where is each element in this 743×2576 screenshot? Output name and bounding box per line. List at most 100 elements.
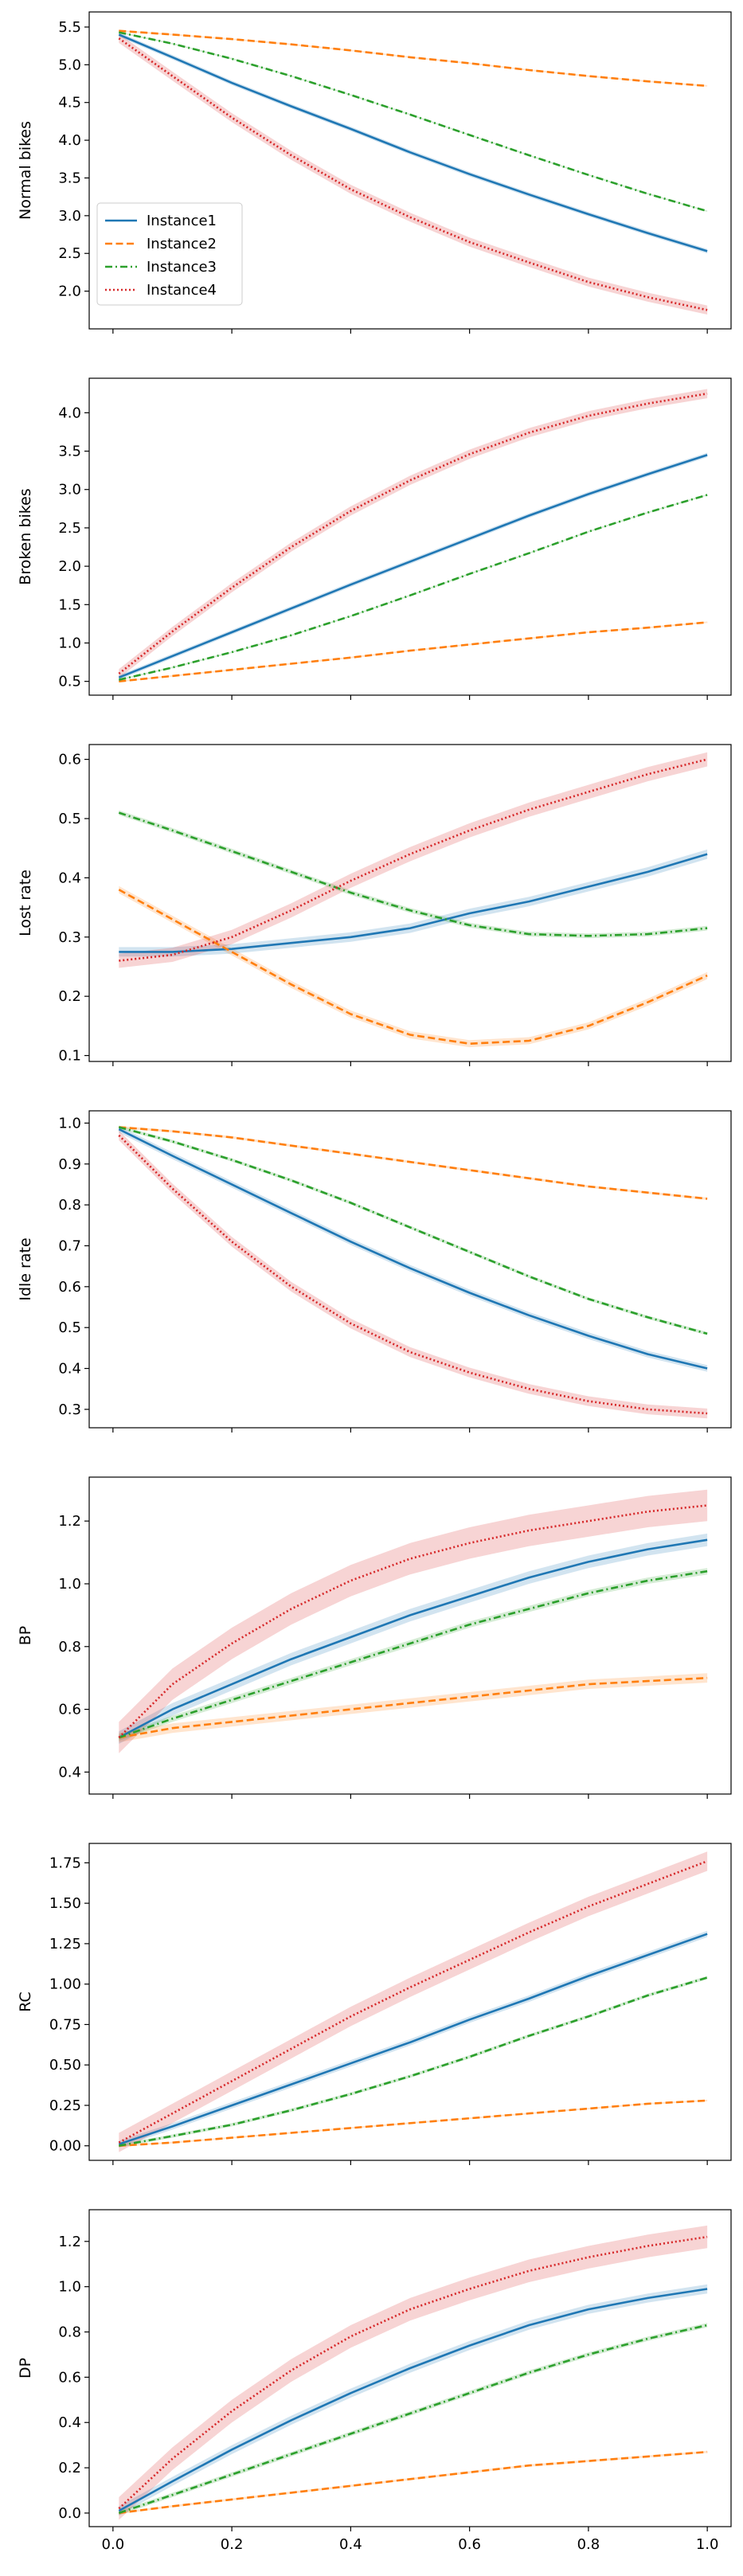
confidence-band-instance3	[119, 1976, 708, 2148]
axes-frame	[88, 2209, 732, 2527]
plot-area	[118, 2225, 708, 2520]
series-line-instance4	[118, 2235, 708, 2510]
series-line-instance2	[119, 2099, 708, 2147]
confidence-band-instance4	[119, 1489, 708, 1753]
axes-frame	[88, 1476, 732, 1795]
y-tick-label: 2.0	[58, 283, 81, 300]
y-tick-label: 5.0	[58, 57, 81, 73]
chart-panel-6: 0.00 0.25 0.50 0.75 1.00 1.25 1.50 1.75 RC	[17, 1843, 732, 2165]
series-line-instance2	[119, 29, 708, 88]
legend-label-instance3: Instance3	[147, 259, 217, 276]
series-line-instance4	[118, 1860, 708, 2144]
y-tick-label: 3.5	[58, 170, 81, 186]
confidence-band-instance1	[119, 1533, 708, 1744]
series-line-instance2	[118, 889, 708, 1045]
y-tick-label: 0.6	[58, 2369, 81, 2386]
y-tick-label: 1.75	[49, 1855, 81, 1871]
series-line-instance3	[118, 811, 708, 937]
y-tick-label: 0.4	[58, 870, 81, 886]
series-line-instance3	[119, 1976, 708, 2147]
y-tick-label: 4.0	[58, 132, 81, 149]
confidence-band-instance2	[119, 1673, 708, 1742]
y-axis-label: DP	[17, 2358, 34, 2379]
y-tick-label: 0.6	[58, 1702, 81, 1718]
x-tick-label: 0.6	[458, 2536, 481, 2553]
series-line-instance2	[119, 1676, 708, 1739]
series-line-instance1	[118, 454, 708, 679]
chart-panel-5: 0.4 0.6 0.8 1.0 1.2 BP	[17, 1476, 732, 1799]
series-line-instance4	[118, 393, 708, 675]
y-tick-label: 1.0	[58, 1576, 81, 1593]
y-tick-label: 0.2	[58, 988, 81, 1005]
y-tick-label: 3.0	[58, 208, 81, 225]
series-line-instance1	[118, 1538, 708, 1739]
series-line-instance1	[118, 33, 708, 252]
confidence-band-instance4	[119, 752, 708, 968]
series-line-instance4	[118, 1504, 708, 1739]
series-line-instance3	[118, 1569, 708, 1739]
y-tick-label: 0.6	[58, 1279, 81, 1296]
axes-frame	[88, 11, 732, 330]
y-axis-label: Lost rate	[17, 870, 34, 936]
y-tick-label: 0.8	[58, 1197, 81, 1214]
y-tick-label: 1.5	[58, 596, 81, 613]
y-tick-label: 1.0	[58, 1115, 81, 1132]
y-axis-label: Normal bikes	[17, 121, 34, 220]
confidence-band-instance3	[119, 2323, 708, 2515]
y-tick-label: 0.75	[49, 2016, 81, 2033]
legend-label-instance2: Instance2	[147, 236, 217, 252]
y-tick-label: 3.5	[58, 444, 81, 460]
y-tick-label: 3.0	[58, 482, 81, 498]
y-tick-label: 4.0	[58, 405, 81, 421]
chart-panel-1: 2.0 2.5 3.0 3.5 4.0 4.5 5.0 5.5 Normal bikes Inst…	[17, 11, 732, 334]
y-tick-label: 0.4	[58, 1361, 81, 1378]
y-tick-label: 0.4	[58, 2414, 81, 2431]
y-tick-label: 0.0	[58, 2505, 81, 2522]
x-tick-label: 0.0	[102, 2536, 125, 2553]
y-axis-label: BP	[17, 1626, 34, 1646]
legend: Instance1 Instance2 Instance3 Instance4	[96, 202, 243, 306]
axes-frame	[88, 1843, 732, 2161]
y-tick-label: 0.2	[58, 2460, 81, 2476]
plot-area	[118, 752, 708, 1048]
series-line-instance2	[119, 621, 708, 682]
series-line-instance1	[118, 1933, 708, 2145]
series-line-instance2	[119, 1126, 708, 1200]
y-tick-label: 0.4	[58, 1764, 81, 1781]
chart-panel-7: 0.0 0.2 0.4 0.6 0.8 1.0 1.2 0.0 0.2 0.4 0.6 0.8 1.0 D…	[17, 2209, 732, 2553]
y-tick-label: 0.5	[58, 1319, 81, 1336]
chart-panel-3: 0.1 0.2 0.3 0.4 0.5 0.6 Lost rate	[17, 744, 732, 1066]
confidence-band-instance3	[119, 1125, 708, 1335]
y-tick-label: 0.1	[58, 1048, 81, 1065]
y-tick-label: 5.5	[58, 19, 81, 36]
confidence-band-instance2	[119, 621, 708, 682]
y-tick-label: 0.8	[58, 1639, 81, 1655]
plot-area	[118, 1851, 708, 2152]
series-line-instance1	[119, 853, 708, 953]
plot-area	[118, 1489, 708, 1753]
confidence-band-instance4	[119, 2225, 708, 2520]
y-tick-label: 1.50	[49, 1895, 81, 1912]
y-tick-label: 0.6	[58, 752, 81, 768]
y-tick-label: 0.25	[49, 2097, 81, 2114]
plot-area	[118, 29, 708, 315]
axes-frame	[88, 744, 732, 1062]
series-line-instance3	[118, 1126, 708, 1335]
y-tick-label: 1.25	[49, 1936, 81, 1953]
y-tick-label: 0.7	[58, 1237, 81, 1254]
y-tick-label: 2.5	[58, 245, 81, 262]
y-tick-label: 1.0	[58, 635, 81, 651]
y-tick-label: 2.5	[58, 520, 81, 537]
plot-area	[118, 389, 708, 682]
series-line-instance3	[119, 494, 708, 681]
x-tick-label: 0.2	[221, 2536, 244, 2553]
series-line-instance1	[118, 1128, 708, 1370]
y-axis-label: Idle rate	[17, 1237, 34, 1300]
confidence-band-instance1	[119, 32, 708, 254]
series-line-instance2	[119, 2450, 708, 2515]
legend-label-instance1: Instance1	[147, 213, 217, 229]
y-axis-label: RC	[17, 1992, 34, 2012]
y-tick-label: 0.8	[58, 2324, 81, 2341]
